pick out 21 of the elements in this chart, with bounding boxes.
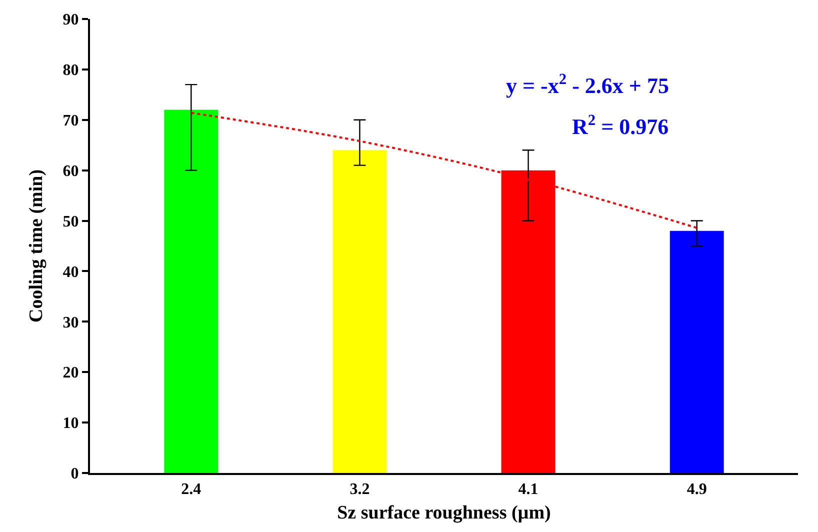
y-tick-label: 60 — [62, 162, 79, 180]
x-tick-label: 2.4 — [181, 481, 202, 498]
x-axis-title: Sz surface roughness (µm) — [337, 502, 551, 524]
x-tick-label: 4.9 — [686, 481, 707, 498]
x-tick-label: 3.2 — [350, 481, 370, 498]
bar — [332, 150, 387, 473]
y-tick-label: 70 — [62, 112, 79, 130]
bar — [164, 110, 218, 473]
x-tick-label: 4.1 — [518, 481, 538, 498]
annotation: R$^{2}$ = 0.976 — [572, 112, 669, 140]
y-tick-label: 50 — [62, 213, 79, 230]
y-axis-title: Cooling time (min) — [26, 169, 48, 323]
y-tick-label: 80 — [62, 62, 79, 80]
y-tick-label: 20 — [62, 364, 79, 382]
y-tick-label: 40 — [62, 264, 79, 281]
bar — [670, 230, 724, 473]
y-tick-label: 10 — [62, 415, 79, 432]
annotation: y = -x$^{2}$ - 2.6x + 75 — [506, 71, 669, 98]
y-tick-label: 30 — [62, 314, 79, 332]
y-tick-label: 0 — [70, 466, 79, 483]
y-tick-label: 90 — [62, 12, 79, 29]
